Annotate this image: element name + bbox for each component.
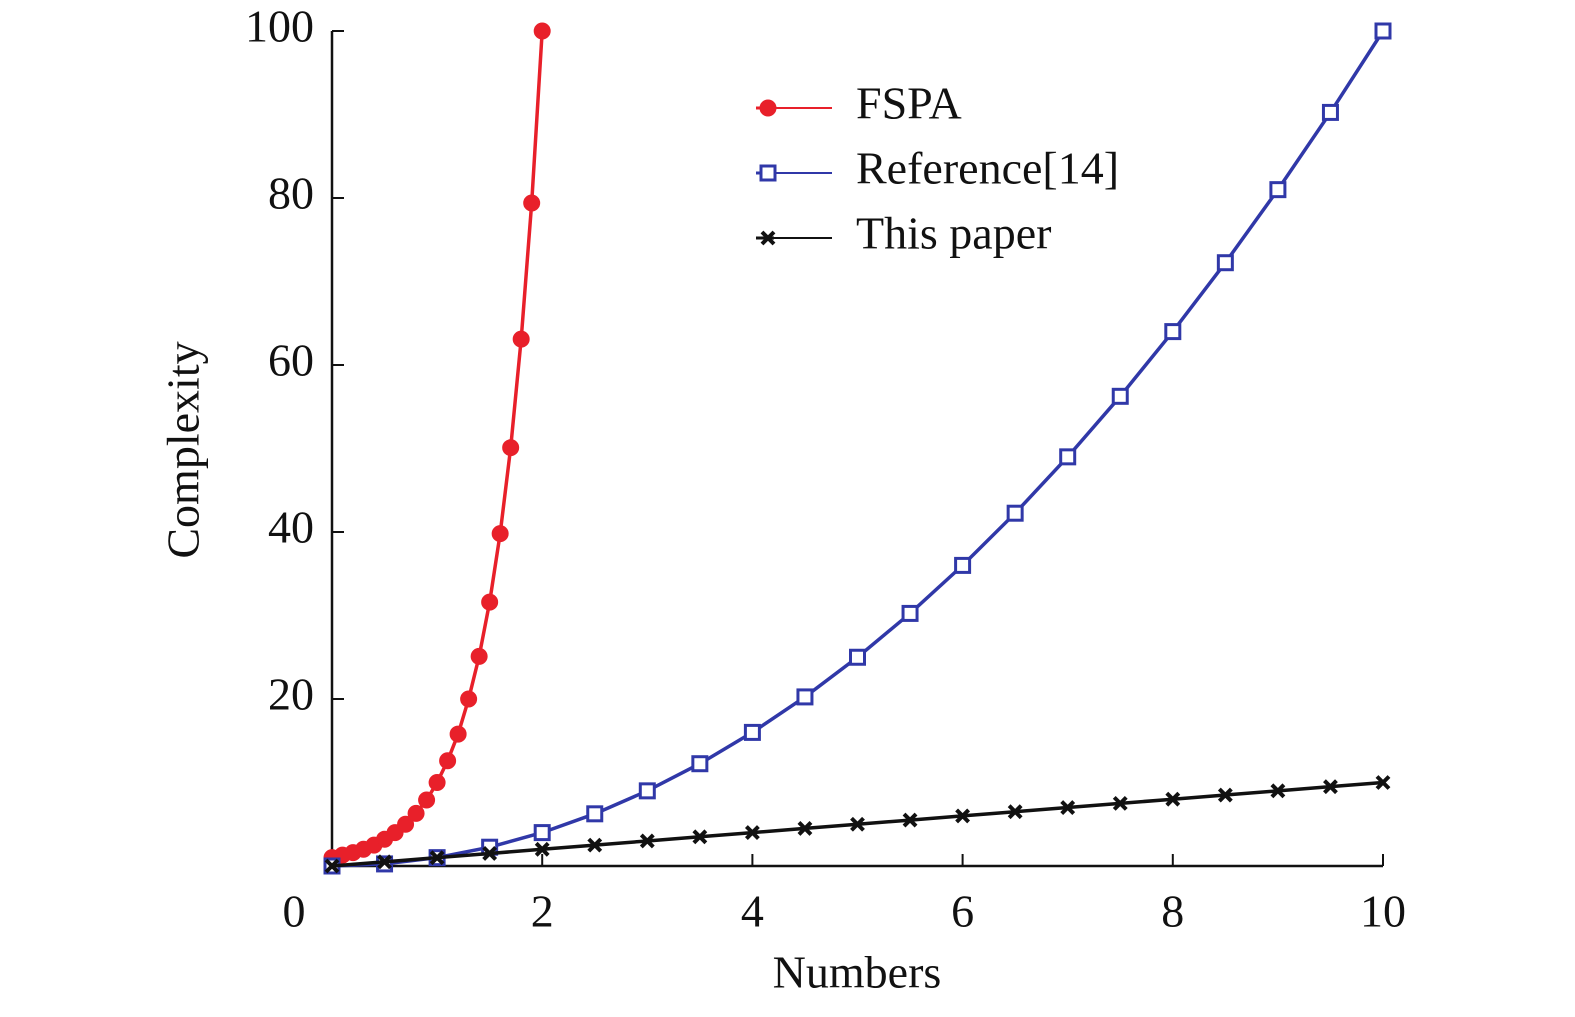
- x-tick-label: 6: [951, 886, 974, 937]
- data-point: [418, 791, 436, 809]
- data-point: [587, 837, 603, 853]
- data-point: [482, 846, 498, 861]
- data-point: [902, 812, 918, 828]
- legend-marker: [759, 164, 777, 182]
- data-point: [324, 858, 340, 874]
- data-point: [638, 782, 656, 800]
- data-point: [1321, 103, 1339, 121]
- x-tick-label: 4: [741, 886, 764, 937]
- data-point: [460, 690, 478, 708]
- data-point: [1007, 804, 1023, 820]
- data-point: [639, 833, 655, 849]
- data-point: [743, 723, 761, 741]
- data-point: [428, 774, 446, 791]
- data-point: [797, 821, 813, 836]
- y-axis-label: Complexity: [158, 341, 209, 558]
- data-point: [849, 648, 866, 666]
- data-point: [1323, 779, 1338, 795]
- x-tick-label: 8: [1161, 886, 1184, 937]
- data-point: [523, 194, 541, 212]
- data-point: [512, 330, 530, 348]
- legend-label: This paper: [856, 208, 1051, 259]
- data-point: [1374, 22, 1392, 40]
- data-point: [533, 22, 551, 40]
- data-point: [470, 647, 488, 665]
- x-axis-label: Numbers: [773, 947, 942, 998]
- data-point: [1269, 181, 1287, 199]
- data-point: [1006, 504, 1024, 522]
- data-point: [796, 688, 814, 706]
- data-point: [954, 556, 972, 574]
- y-tick-label: 40: [268, 502, 314, 553]
- data-point: [481, 593, 499, 611]
- legend-label: Reference[14]: [856, 143, 1119, 194]
- data-point: [534, 841, 550, 857]
- data-point: [850, 816, 865, 832]
- data-point: [1164, 323, 1182, 341]
- data-point: [692, 829, 708, 845]
- data-point: [1059, 448, 1077, 466]
- data-point: [407, 804, 425, 822]
- data-point: [397, 815, 415, 833]
- legend-marker: [759, 99, 777, 117]
- data-point: [586, 805, 604, 823]
- y-tick-label: 80: [268, 168, 314, 219]
- y-tick-label: 100: [245, 1, 314, 52]
- data-point: [1216, 254, 1234, 272]
- data-point: [1112, 795, 1128, 811]
- data-point: [1375, 775, 1391, 790]
- data-point: [1270, 783, 1286, 799]
- data-point: [1111, 387, 1129, 405]
- x-tick-label: 0: [283, 886, 306, 937]
- data-point: [377, 854, 392, 870]
- y-tick-label: 60: [268, 335, 314, 386]
- data-point: [502, 439, 520, 457]
- data-point: [491, 525, 509, 543]
- data-point: [533, 824, 551, 842]
- y-tick-label: 20: [268, 669, 314, 720]
- legend-marker: [760, 230, 776, 246]
- data-point: [1217, 787, 1233, 803]
- x-tick-label: 10: [1360, 886, 1406, 937]
- data-point: [744, 825, 760, 841]
- data-point: [691, 755, 709, 773]
- legend-label: FSPA: [856, 78, 962, 129]
- data-point: [449, 725, 467, 743]
- data-point: [1165, 791, 1181, 807]
- x-tick-label: 2: [531, 886, 554, 937]
- data-point: [1060, 800, 1076, 815]
- data-point: [901, 604, 919, 622]
- data-point: [955, 808, 971, 824]
- data-point: [429, 850, 445, 866]
- data-point: [439, 752, 457, 770]
